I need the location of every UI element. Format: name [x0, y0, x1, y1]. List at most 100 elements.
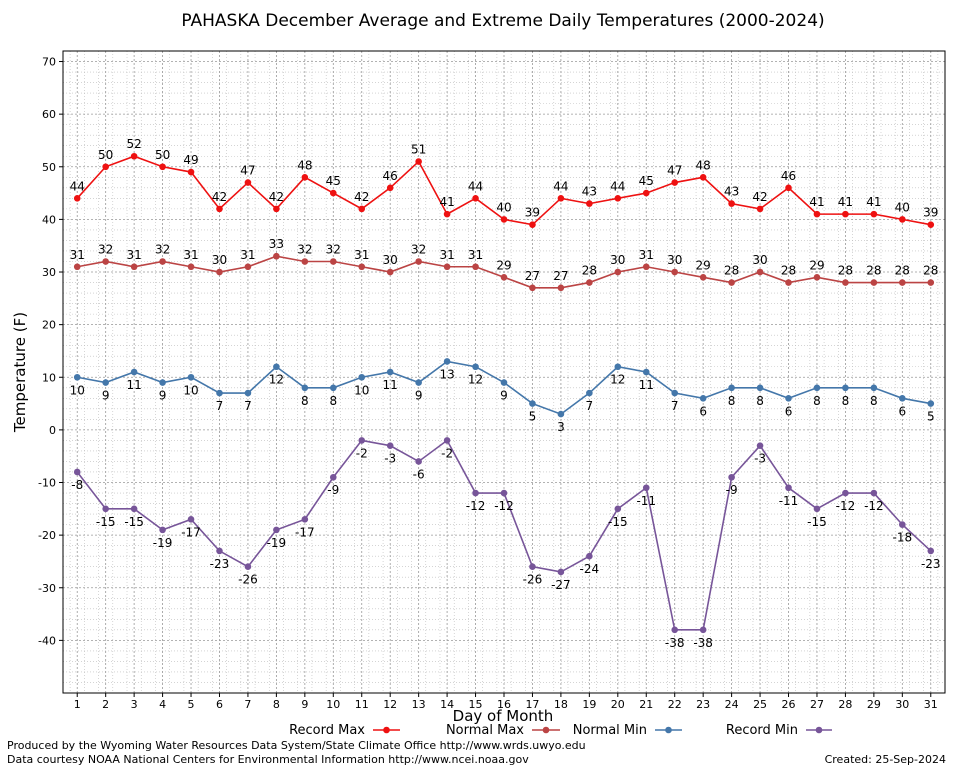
record-min-point — [130, 505, 138, 513]
record-min-point — [642, 484, 650, 492]
normal-min-point — [899, 395, 906, 402]
normal-max-data-label: 27 — [553, 269, 568, 283]
normal-min-point — [870, 384, 878, 392]
footer-data-courtesy: Data courtesy NOAA National Centers for … — [7, 753, 529, 766]
y-tick-label: -10 — [38, 477, 56, 490]
record-max-data-label: 51 — [411, 143, 426, 157]
record-min-data-label: -23 — [921, 557, 941, 571]
record-min-data-label: -12 — [864, 499, 884, 513]
normal-max-data-label: 28 — [895, 264, 910, 278]
normal-max-data-label: 30 — [212, 253, 227, 267]
record-max-point — [102, 163, 109, 171]
normal-max-point — [870, 279, 878, 286]
normal-max-point — [671, 268, 679, 276]
record-min-point — [386, 442, 394, 449]
record-max-data-label: 44 — [553, 179, 568, 193]
x-tick-label: 13 — [412, 698, 426, 711]
record-max-data-label: 50 — [155, 148, 170, 162]
normal-min-point — [301, 384, 309, 392]
record-min-data-label: -15 — [96, 515, 116, 529]
normal-max-point — [586, 279, 593, 286]
record-max-point — [842, 210, 849, 218]
normal-max-data-label: 31 — [126, 248, 141, 262]
normal-min-data-label: 8 — [870, 394, 878, 408]
x-tick-label: 9 — [301, 698, 308, 711]
normal-min-point — [500, 379, 508, 386]
y-tick-label: 20 — [42, 319, 56, 332]
normal-max-data-label: 32 — [155, 242, 170, 256]
record-max-data-label: 49 — [183, 153, 198, 167]
normal-max-data-label: 31 — [183, 248, 198, 262]
normal-min-data-label: 8 — [813, 394, 821, 408]
normal-min-data-label: 5 — [529, 410, 537, 424]
normal-min-data-label: 12 — [468, 373, 483, 387]
record-min-point — [329, 473, 337, 481]
normal-max-data-label: 31 — [354, 248, 369, 262]
record-max-point — [472, 195, 479, 202]
normal-max-data-label: 31 — [639, 248, 654, 262]
record-max-data-label: 45 — [639, 174, 654, 188]
record-max-data-label: 40 — [496, 200, 511, 214]
series-normal-min: 10 9 11 9 10 7 7 12 8 8 10 11 9 13 12 9 5 3 7 12 11 7 6 8 8 6 8 8 8 6… — [70, 358, 935, 434]
x-tick-label: 25 — [753, 698, 767, 711]
record-min-point — [472, 489, 479, 497]
normal-max-point — [443, 263, 451, 271]
normal-min-data-label: 8 — [842, 394, 850, 408]
footer-created-date: Created: 25-Sep-2024 — [824, 753, 946, 766]
normal-max-point — [415, 258, 422, 265]
record-min-data-label: -17 — [295, 525, 315, 539]
record-min-data-label: -8 — [71, 478, 83, 492]
normal-min-point — [73, 373, 81, 381]
legend-marker-record-min — [815, 726, 823, 734]
record-min-point — [927, 547, 935, 555]
record-max-point — [699, 173, 707, 181]
normal-max-data-label: 32 — [411, 242, 426, 256]
normal-max-point — [756, 268, 764, 276]
normal-max-data-label: 31 — [439, 248, 454, 262]
record-max-point — [415, 158, 422, 165]
normal-max-point — [130, 263, 138, 271]
normal-max-point — [699, 273, 707, 281]
record-max-point — [273, 205, 280, 213]
normal-min-data-label: 9 — [159, 389, 167, 403]
record-max-point — [73, 195, 81, 202]
normal-min-point — [728, 384, 735, 392]
record-min-point — [244, 563, 252, 571]
x-tick-label: 12 — [383, 698, 397, 711]
normal-min-data-label: 3 — [557, 420, 565, 434]
chart-title: PAHASKA December Average and Extreme Dai… — [181, 11, 824, 31]
record-max-point — [130, 152, 138, 160]
record-max-data-label: 52 — [126, 137, 141, 151]
normal-max-data-label: 30 — [610, 253, 625, 267]
record-min-data-label: -2 — [441, 446, 453, 460]
record-min-point — [699, 626, 707, 634]
x-axis-label: Day of Month — [453, 707, 554, 725]
record-max-data-label: 44 — [610, 179, 625, 193]
series-record-max: 44 50 52 50 49 42 47 42 48 45 42 46 51 41 44 40 39 44 43 44… — [70, 137, 938, 228]
normal-min-data-label: 8 — [301, 394, 309, 408]
record-min-point — [216, 547, 223, 555]
record-max-point — [756, 205, 764, 213]
y-tick-label: 0 — [49, 424, 56, 437]
normal-max-point — [386, 268, 394, 276]
record-min-data-label: -15 — [807, 515, 827, 529]
record-max-data-label: 44 — [468, 179, 483, 193]
x-tick-label: 21 — [639, 698, 653, 711]
normal-max-point — [813, 273, 821, 281]
record-max-data-label: 41 — [866, 195, 881, 209]
normal-min-point — [187, 373, 195, 381]
record-min-point — [557, 568, 565, 576]
x-tick-label: 1 — [74, 698, 81, 711]
record-max-data-label: 46 — [781, 169, 796, 183]
record-min-data-label: -3 — [384, 452, 396, 466]
record-min-point — [500, 489, 508, 497]
x-tick-label: 7 — [244, 698, 251, 711]
y-tick-label: 40 — [42, 213, 56, 226]
record-max-data-label: 43 — [582, 185, 597, 199]
record-max-data-label: 43 — [724, 185, 739, 199]
normal-max-data-label: 31 — [70, 248, 85, 262]
x-tick-label: 8 — [273, 698, 280, 711]
legend-marker-record-max — [383, 726, 390, 734]
